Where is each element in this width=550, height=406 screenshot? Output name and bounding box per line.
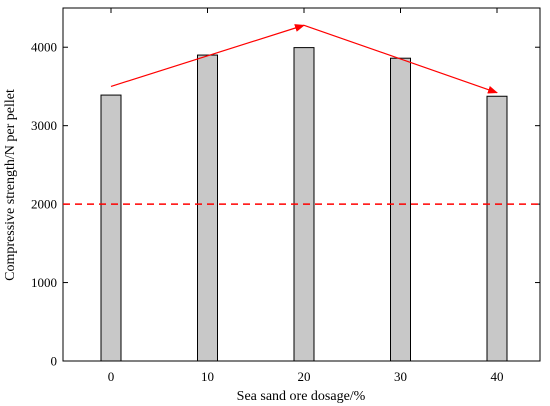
y-axis-title: Compressive strength/N per pellet bbox=[3, 89, 18, 281]
x-tick-label: 40 bbox=[491, 369, 504, 384]
bar bbox=[197, 54, 218, 362]
trend-arrow bbox=[110, 24, 305, 88]
bar bbox=[486, 95, 508, 362]
trend-arrow bbox=[303, 24, 498, 94]
y-tick-label: 2000 bbox=[31, 197, 57, 212]
x-tick-label: 10 bbox=[201, 369, 214, 384]
x-tick-label: 0 bbox=[108, 369, 115, 384]
y-tick-label: 1000 bbox=[31, 275, 57, 290]
y-axis: 0 1000 2000 3000 4000 bbox=[31, 40, 540, 369]
y-tick-label: 0 bbox=[51, 354, 58, 369]
x-axis-title: Sea sand ore dosage/% bbox=[237, 389, 366, 404]
trend-arrows bbox=[110, 24, 498, 94]
y-tick-label: 3000 bbox=[31, 118, 57, 133]
y-tick-label: 4000 bbox=[31, 40, 57, 55]
bar bbox=[390, 57, 411, 362]
x-tick-label: 20 bbox=[298, 369, 311, 384]
x-tick-label: 30 bbox=[394, 369, 407, 384]
x-axis: 0 10 20 30 40 bbox=[108, 8, 504, 384]
bar bbox=[100, 94, 122, 362]
bar-series bbox=[100, 47, 508, 362]
